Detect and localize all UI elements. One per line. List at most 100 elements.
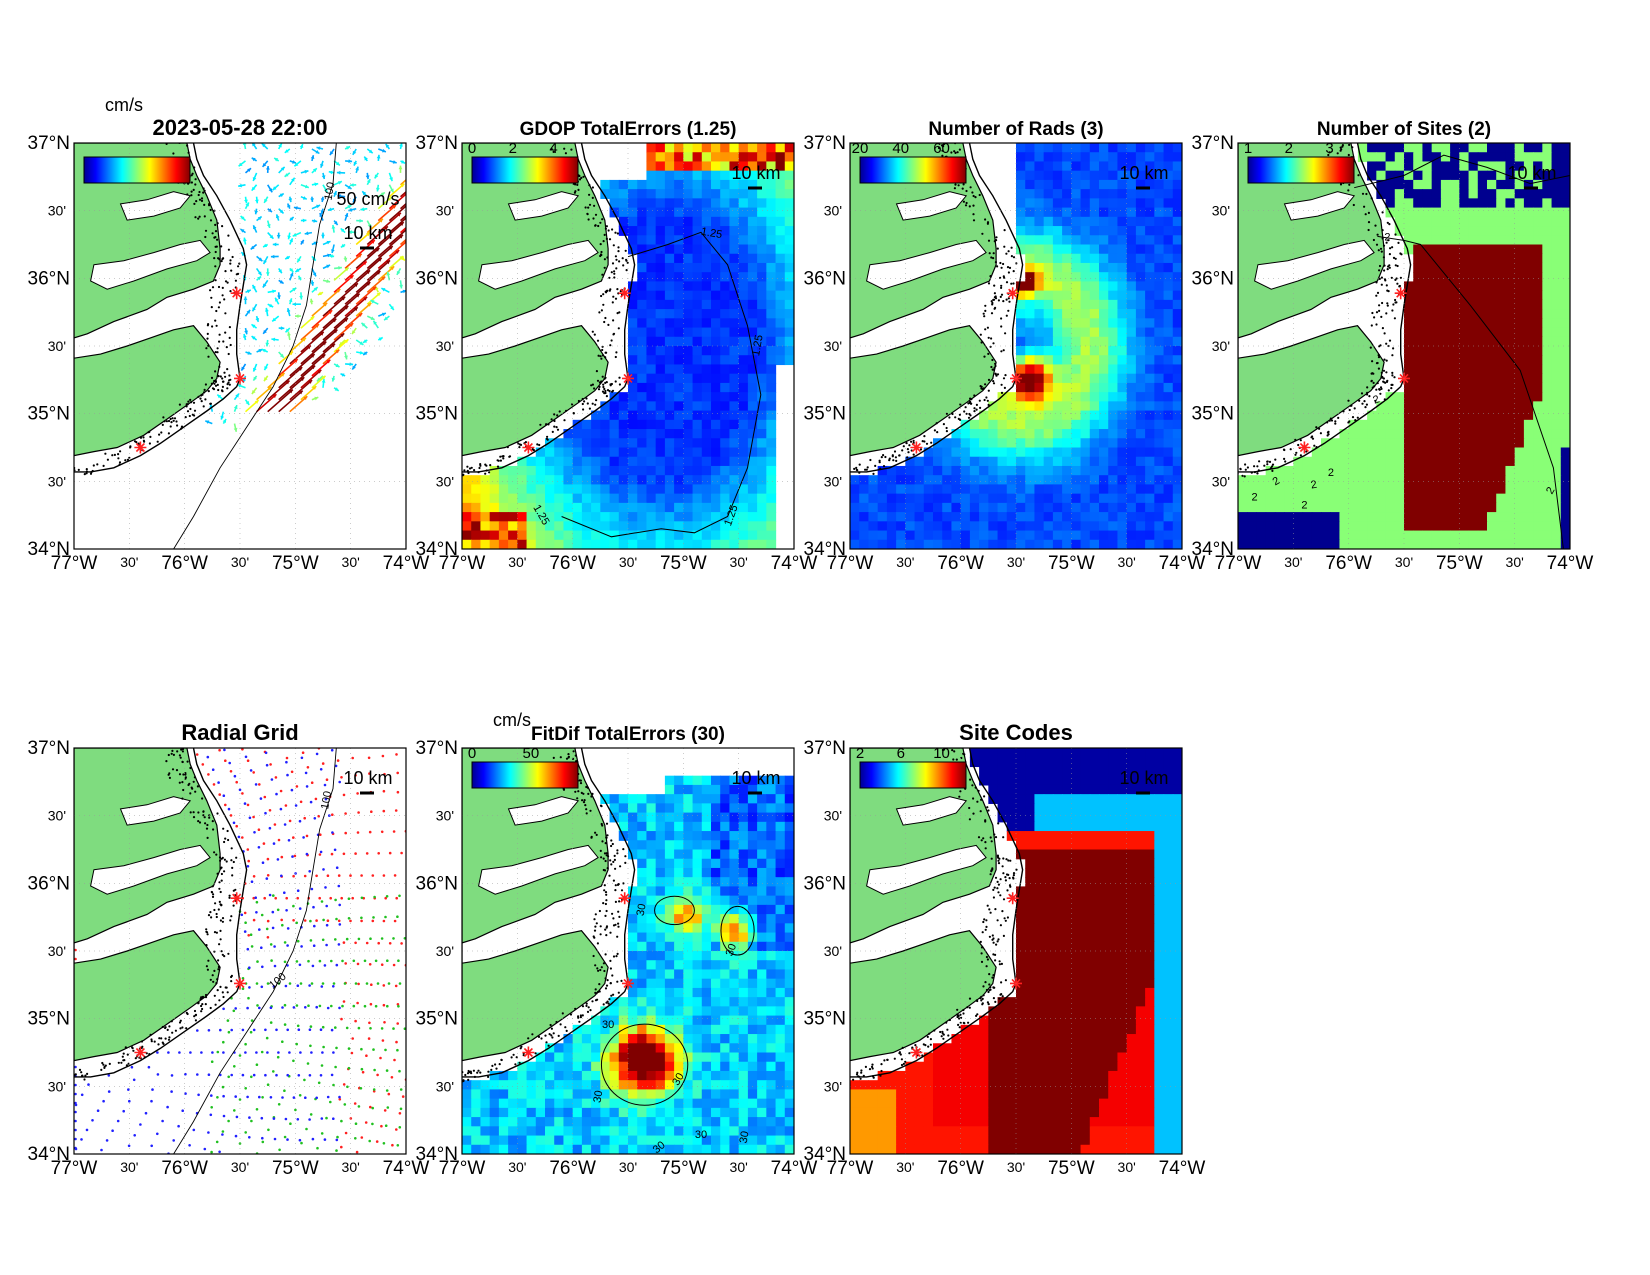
lat-minor-tick-label: 30' xyxy=(1212,338,1230,354)
lat-minor-tick-label: 30' xyxy=(436,473,454,489)
contour-label: 1.25 xyxy=(750,334,766,357)
lon-tick-label: 75°W xyxy=(660,553,707,574)
colorbar-tick: 3 xyxy=(1325,140,1333,157)
lon-tick-label: 76°W xyxy=(161,1158,208,1179)
lon-tick-label: 77°W xyxy=(827,1158,874,1179)
contour-label: 30 xyxy=(724,942,739,958)
lat-tick-label: 37°N xyxy=(28,133,70,154)
lat-minor-tick-label: 30' xyxy=(48,943,66,959)
lat-minor-tick-label: 30' xyxy=(48,338,66,354)
lon-tick-label: 74°W xyxy=(1159,553,1206,574)
colorbar-tick: 10 xyxy=(933,745,950,762)
lat-tick-label: 34°N xyxy=(1192,539,1234,560)
lon-minor-tick-label: 30' xyxy=(342,1159,360,1175)
lon-minor-tick-label: 30' xyxy=(508,1159,526,1175)
radar-site-marker xyxy=(522,1046,535,1059)
map-frame xyxy=(1237,142,1571,550)
lat-tick-label: 34°N xyxy=(28,1144,70,1165)
sound-water xyxy=(119,796,192,826)
sound-water xyxy=(507,796,580,826)
contour-label: 2 xyxy=(1252,491,1258,503)
map-frame xyxy=(73,142,407,550)
radar-site-marker xyxy=(134,441,147,454)
coastline xyxy=(850,748,1024,1078)
sound-water xyxy=(478,239,599,290)
graticule xyxy=(850,748,1182,1154)
colorbar-tick: 2 xyxy=(509,140,517,157)
radar-site-marker xyxy=(1006,892,1019,905)
lat-minor-tick-label: 30' xyxy=(1212,203,1230,219)
sound-water xyxy=(119,191,192,221)
lon-minor-tick-label: 30' xyxy=(120,554,138,570)
lon-tick-label: 75°W xyxy=(660,1158,707,1179)
graticule xyxy=(74,748,406,1154)
contour-label: 2 xyxy=(1544,485,1557,496)
contour-label: 2 xyxy=(1371,393,1381,406)
sound-water xyxy=(1283,191,1356,221)
land-mass xyxy=(462,143,609,457)
colorbar-tick: 0 xyxy=(468,140,476,157)
lat-tick-label: 34°N xyxy=(804,539,846,560)
contour-label: 30 xyxy=(602,1019,614,1031)
scale-bar: 10 km xyxy=(1507,163,1557,190)
contour-label: 30 xyxy=(670,1071,687,1088)
colorbar: 0 50 xyxy=(468,745,579,789)
colorbar-tick: 2 xyxy=(856,745,864,762)
radar-site-marker xyxy=(1298,441,1311,454)
lat-tick-label: 35°N xyxy=(1192,404,1234,425)
lat-minor-tick-label: 30' xyxy=(48,808,66,824)
map-frame xyxy=(849,142,1183,550)
lat-tick-label: 37°N xyxy=(28,738,70,759)
land-mass xyxy=(74,143,221,457)
colorbar-tick: 2 xyxy=(1285,140,1293,157)
contour-label: 30 xyxy=(592,1090,606,1104)
lat-tick-label: 35°N xyxy=(28,1009,70,1030)
colorbar-tick: 60 xyxy=(933,140,950,157)
lat-minor-tick-label: 30' xyxy=(48,203,66,219)
panel-title: Number of Rads (3) xyxy=(928,119,1103,140)
radar-site-marker xyxy=(230,892,243,905)
panel-title: FitDif TotalErrors (30) xyxy=(531,724,725,745)
lon-minor-tick-label: 30' xyxy=(730,1159,748,1175)
lat-tick-label: 36°N xyxy=(804,268,846,289)
contour-label: 30 xyxy=(738,1130,752,1144)
lon-minor-tick-label: 30' xyxy=(342,554,360,570)
scale-bar: 10 km xyxy=(343,768,393,795)
radar-site-marker xyxy=(522,441,535,454)
lon-minor-tick-label: 30' xyxy=(1007,1159,1025,1175)
sound-water xyxy=(507,191,580,221)
coastline xyxy=(462,143,636,473)
panel-title: Number of Sites (2) xyxy=(1317,119,1491,140)
scale-bar: 10 km xyxy=(1119,768,1169,795)
lat-minor-tick-label: 30' xyxy=(436,338,454,354)
colorbar-tick: 20 xyxy=(852,140,869,157)
colorbar: 2 6 10 xyxy=(856,745,967,789)
lat-tick-label: 35°N xyxy=(804,404,846,425)
contour-label: 30 xyxy=(695,1129,707,1141)
lon-minor-tick-label: 30' xyxy=(619,554,637,570)
panel-title: Radial Grid xyxy=(181,720,298,745)
coastline xyxy=(74,143,248,473)
contour-label: 2 xyxy=(1301,499,1307,511)
lat-minor-tick-label: 30' xyxy=(436,1078,454,1094)
graticule xyxy=(1238,143,1570,549)
panel-title: GDOP TotalErrors (1.25) xyxy=(520,119,737,140)
lon-tick-label: 76°W xyxy=(1325,553,1372,574)
colorbar-tick: 4 xyxy=(549,140,557,157)
sound-water xyxy=(1254,239,1375,290)
panel-currents: 100 cm/s 10 km 50 cm/s 2023-05-28 22:00 37°N 3… xyxy=(28,95,430,574)
contour-label: 1.25 xyxy=(700,226,723,242)
colorbar-tick: 6 xyxy=(897,745,905,762)
contour-label: 2 xyxy=(1328,467,1334,479)
scale-label: 10 km xyxy=(1507,163,1556,183)
sound-water xyxy=(90,239,211,290)
lon-tick-label: 76°W xyxy=(937,1158,984,1179)
current-vectors xyxy=(205,143,406,432)
graticule xyxy=(462,143,794,549)
lon-minor-tick-label: 30' xyxy=(896,1159,914,1175)
scale-label: 10 km xyxy=(731,768,780,788)
